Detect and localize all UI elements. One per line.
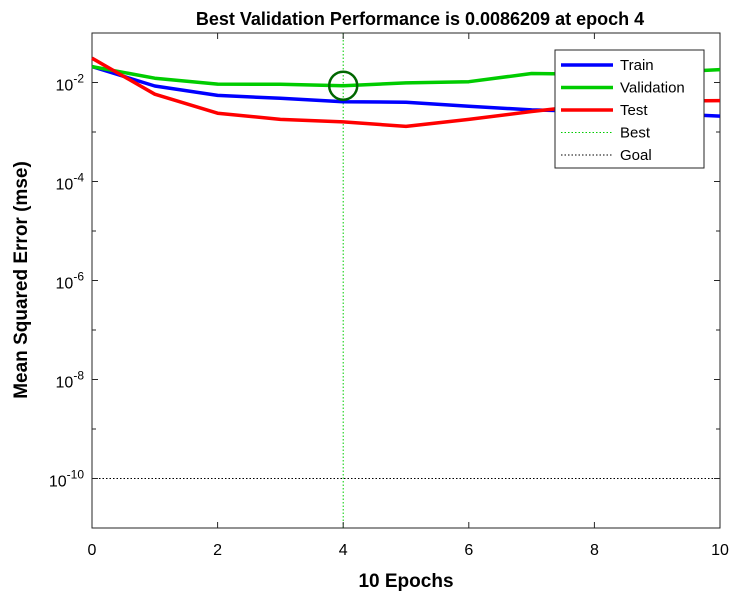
best-point-marker <box>327 70 359 101</box>
legend: Train Validation Test Best Goal <box>554 49 705 169</box>
y-axis: 10-10 10-8 10-6 10-4 10-2 <box>49 32 720 529</box>
y-tick-label: 10-8 <box>56 369 85 392</box>
x-tick-label: 2 <box>213 542 222 559</box>
y-tick-label: 10-10 <box>49 468 84 491</box>
y-tick-label: 10-2 <box>56 72 85 95</box>
legend-label-best: Best <box>620 125 651 142</box>
y-axis-label: Mean Squared Error (mse) <box>11 161 32 399</box>
legend-label-goal: Goal <box>620 147 652 164</box>
x-tick-label: 0 <box>88 542 97 559</box>
y-tick-label: 10-4 <box>56 171 85 194</box>
x-tick-label: 8 <box>590 542 599 559</box>
legend-label-validation: Validation <box>620 80 685 97</box>
x-tick-label: 6 <box>464 542 473 559</box>
x-axis: 0 2 4 6 8 10 <box>88 33 729 559</box>
x-tick-label: 4 <box>339 542 348 559</box>
chart-title: Best Validation Performance is 0.0086209… <box>196 9 644 29</box>
legend-label-train: Train <box>620 57 654 74</box>
y-tick-label: 10-6 <box>56 270 85 293</box>
x-axis-label: 10 Epochs <box>358 571 453 592</box>
legend-label-test: Test <box>620 102 648 119</box>
x-tick-label: 10 <box>711 542 729 559</box>
